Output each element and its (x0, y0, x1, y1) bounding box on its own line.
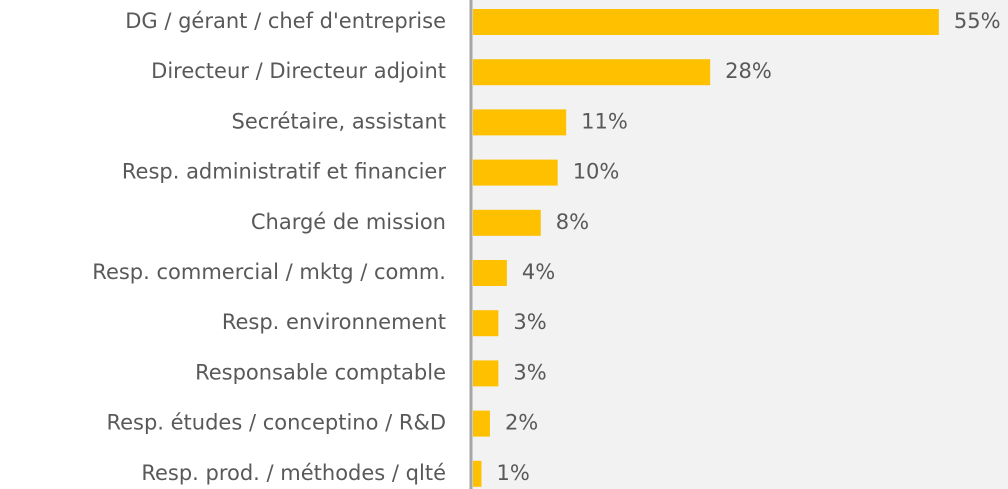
value-label: 11% (581, 109, 628, 133)
value-label: 55% (954, 9, 1001, 33)
value-label: 28% (725, 59, 772, 83)
category-label: Resp. études / conceptino / R&D (106, 411, 446, 435)
bar (473, 460, 482, 487)
value-label: 8% (556, 210, 589, 234)
bar (473, 59, 711, 86)
category-label: Chargé de mission (251, 210, 446, 234)
bar (473, 9, 939, 35)
bar (473, 310, 499, 337)
value-label: 10% (573, 160, 620, 184)
bar (473, 410, 490, 437)
category-label: Responsable comptable (195, 360, 446, 384)
bar (473, 209, 541, 236)
bar (473, 109, 567, 136)
value-label: 4% (522, 260, 555, 284)
category-label: Resp. commercial / mktg / comm. (92, 260, 446, 284)
bar (473, 260, 507, 286)
value-label: 2% (505, 411, 538, 435)
bar (473, 159, 558, 186)
category-label: Secrétaire, assistant (232, 109, 446, 133)
category-label: Directeur / Directeur adjoint (151, 59, 446, 83)
category-label: Resp. environnement (222, 310, 446, 334)
category-label: Resp. administratif et financier (122, 160, 446, 184)
value-label: 3% (513, 310, 546, 334)
bar (473, 360, 499, 387)
category-label: Resp. prod. / méthodes / qlté (141, 461, 446, 485)
value-label: 1% (496, 461, 529, 485)
category-label: DG / gérant / chef d'entreprise (125, 9, 446, 33)
value-label: 3% (513, 360, 546, 384)
